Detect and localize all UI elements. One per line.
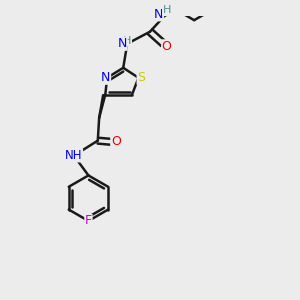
Text: H: H (123, 35, 131, 46)
Text: H: H (163, 5, 171, 15)
Text: N: N (101, 71, 110, 84)
Text: F: F (85, 214, 92, 227)
Text: NH: NH (65, 149, 82, 162)
Text: N: N (154, 8, 164, 21)
Text: O: O (111, 136, 121, 148)
Text: O: O (162, 40, 172, 53)
Text: N: N (118, 37, 127, 50)
Text: S: S (137, 71, 145, 84)
